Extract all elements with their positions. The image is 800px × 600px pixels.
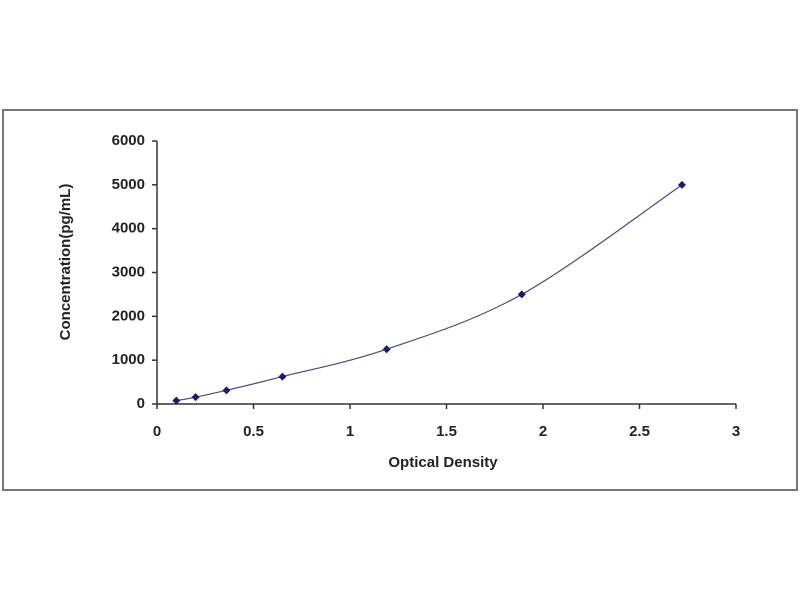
x-tick-label: 1.5 — [436, 423, 457, 440]
data-point — [191, 393, 200, 402]
y-tick-label: 4000 — [112, 220, 145, 237]
data-point — [517, 290, 526, 299]
data-point — [677, 180, 686, 189]
y-tick-label: 3000 — [112, 263, 145, 280]
y-axis-title: Concentration(pg/mL) — [57, 184, 74, 341]
data-point — [172, 396, 181, 405]
data-point — [222, 386, 231, 395]
data-point — [382, 345, 391, 354]
data-point — [278, 372, 287, 381]
y-tick-label: 1000 — [112, 351, 145, 368]
x-tick-label: 3 — [732, 423, 740, 440]
y-tick-label: 2000 — [112, 307, 145, 324]
x-tick-label: 2 — [539, 423, 547, 440]
y-tick-label: 0 — [137, 395, 145, 412]
fit-curve — [176, 184, 683, 402]
x-tick-label: 0.5 — [243, 423, 264, 440]
chart-frame — [2, 109, 798, 491]
x-tick-label: 0 — [153, 423, 161, 440]
y-tick-label: 6000 — [112, 132, 145, 149]
x-tick-label: 1 — [346, 423, 354, 440]
x-axis-title: Optical Density — [388, 454, 498, 471]
x-tick-label: 2.5 — [629, 423, 650, 440]
y-tick-label: 5000 — [112, 176, 145, 193]
